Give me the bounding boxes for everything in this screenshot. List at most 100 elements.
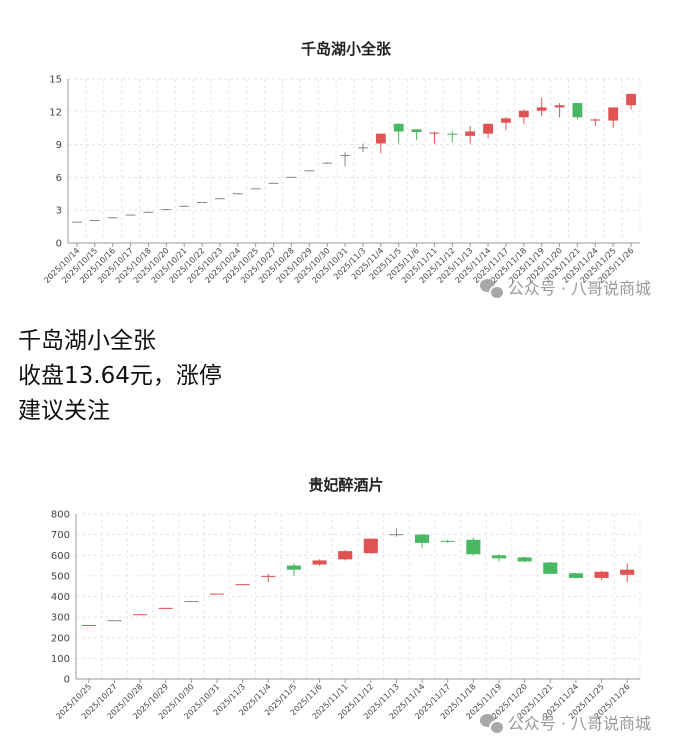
candle: [411, 129, 422, 141]
candle-body: [184, 601, 199, 603]
candle: [338, 550, 353, 561]
candle: [286, 563, 301, 576]
candle-body: [447, 133, 458, 135]
commentary-price: 收盘13.64元，涨停: [18, 363, 222, 389]
candle: [125, 214, 136, 216]
candle-body: [466, 539, 481, 555]
candle: [268, 182, 279, 184]
candle: [133, 614, 148, 616]
candle: [620, 563, 635, 583]
watermark-text: 公众号 · 八哥说商城: [507, 279, 651, 298]
y-tick-label: 700: [51, 530, 70, 541]
candle-body: [81, 624, 96, 626]
candle: [143, 211, 154, 213]
candle-body: [133, 614, 148, 616]
watermark: 公众号 · 八哥说商城: [479, 275, 651, 300]
wechat-icon: [479, 276, 505, 300]
candle-body: [312, 560, 327, 565]
candle-body: [322, 162, 333, 164]
commentary: 千岛湖小全张 收盘13.64元，涨停 建议关注: [18, 324, 222, 429]
candle: [543, 561, 558, 574]
candle-body: [89, 220, 100, 222]
candle: [590, 118, 601, 127]
candle: [232, 193, 243, 195]
candle: [89, 220, 100, 222]
candle: [572, 103, 583, 120]
candle-body: [536, 107, 547, 111]
candle-body: [389, 534, 404, 536]
candle: [81, 624, 96, 626]
candle: [107, 217, 118, 219]
candle: [215, 198, 225, 200]
candle-body: [620, 569, 635, 575]
candle-body: [594, 571, 609, 578]
candle: [626, 93, 636, 110]
candle: [286, 176, 297, 178]
y-tick-label: 0: [56, 239, 62, 250]
y-tick-label: 500: [51, 571, 70, 582]
candle: [518, 109, 529, 124]
y-tick-label: 100: [51, 654, 70, 665]
candle-body: [518, 110, 529, 118]
candle: [235, 584, 250, 586]
watermark-text: 公众号 · 八哥说商城: [507, 714, 651, 733]
y-tick-label: 6: [56, 173, 62, 184]
candle: [197, 202, 207, 203]
commentary-advice: 建议关注: [18, 398, 110, 424]
candle-body: [465, 131, 476, 136]
candle: [501, 117, 511, 131]
candle-body: [358, 147, 368, 149]
y-tick-label: 600: [51, 551, 70, 562]
commentary-title: 千岛湖小全张: [18, 328, 156, 354]
candle-body: [286, 565, 301, 570]
candle: [447, 131, 458, 143]
candle-body: [125, 214, 136, 216]
candle-body: [209, 593, 225, 595]
candle: [465, 126, 476, 144]
candle-body: [72, 221, 82, 223]
candle-body: [393, 123, 404, 132]
candle-body: [572, 103, 583, 118]
candle-body: [440, 540, 455, 542]
y-tick-label: 9: [56, 140, 62, 151]
candle: [322, 162, 333, 164]
candle: [107, 620, 122, 622]
chart-title: 贵妃醉酒片: [308, 476, 383, 494]
candle-body: [608, 107, 619, 121]
y-tick-label: 3: [56, 206, 62, 217]
candle-body: [158, 607, 173, 609]
candle: [340, 152, 350, 167]
candle-body: [590, 119, 601, 121]
candle-body: [543, 562, 558, 574]
candle-body: [568, 573, 583, 578]
candle-body: [501, 118, 511, 123]
candle: [158, 607, 173, 609]
candle-body: [626, 93, 636, 106]
candle: [363, 538, 378, 554]
candle-body: [411, 129, 422, 133]
candle-body: [232, 193, 243, 195]
candle: [483, 123, 493, 139]
candle: [393, 123, 404, 144]
y-tick-label: 800: [51, 510, 70, 521]
wechat-icon: [479, 711, 505, 735]
candle-body: [286, 176, 297, 178]
candle: [440, 539, 455, 543]
candle: [608, 107, 619, 129]
candle-body: [304, 170, 315, 172]
y-tick-label: 15: [49, 75, 62, 86]
candle: [358, 143, 368, 153]
y-tick-label: 400: [51, 592, 70, 603]
candle: [209, 593, 225, 595]
candle-body: [554, 105, 565, 108]
candle: [491, 554, 507, 562]
y-tick-label: 200: [51, 633, 70, 644]
candle-body: [340, 154, 350, 156]
candle-body: [107, 620, 122, 622]
candle-body: [375, 133, 386, 144]
candle-body: [429, 132, 440, 134]
y-tick-label: 0: [64, 675, 70, 686]
candle-body: [483, 123, 493, 134]
